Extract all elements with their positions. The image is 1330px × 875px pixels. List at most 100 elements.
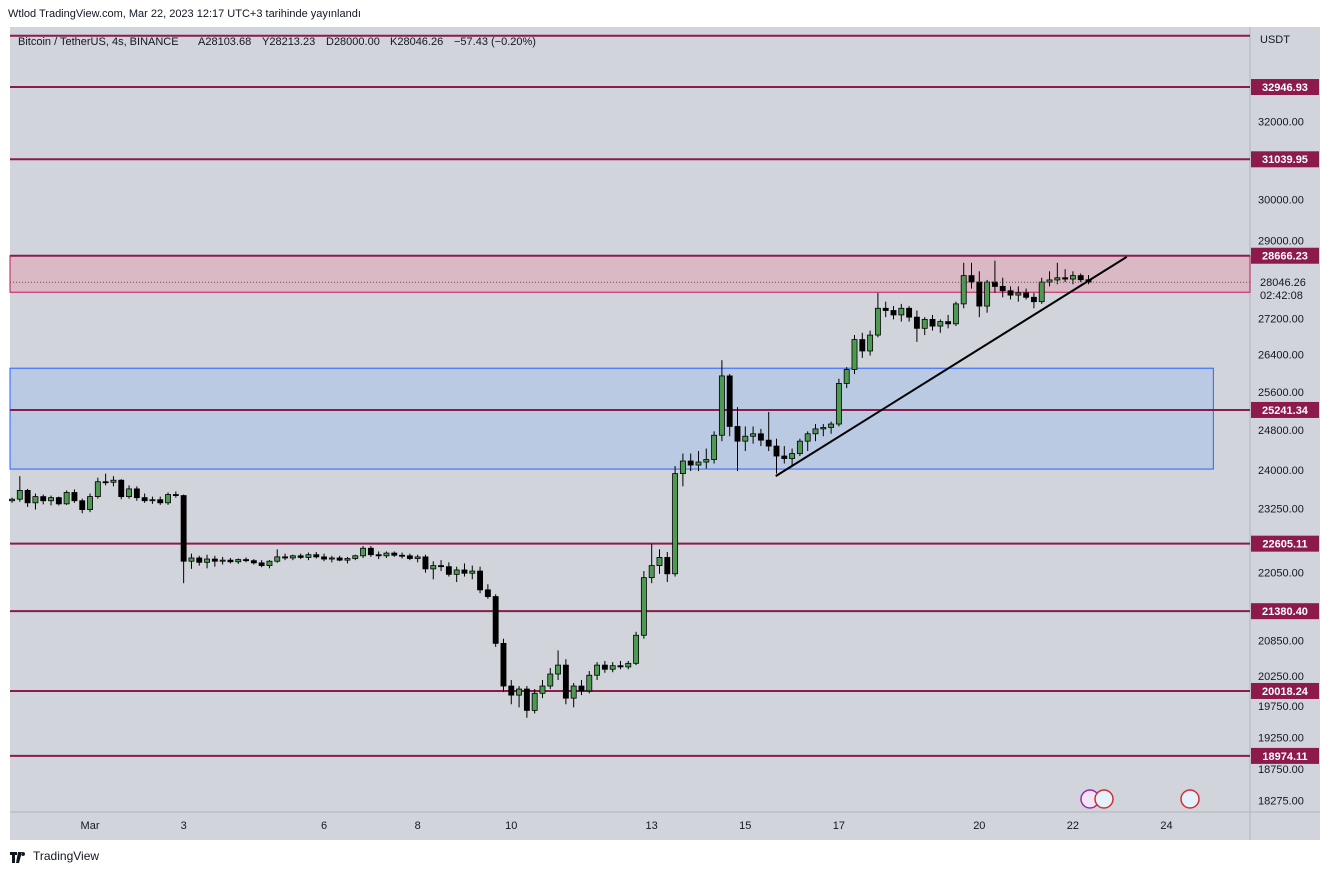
candle-body: [500, 642, 507, 687]
candle-body: [110, 479, 117, 483]
candle-body: [765, 439, 772, 447]
y-tick-label: 20250.00: [1258, 671, 1304, 683]
candle: [1077, 273, 1084, 283]
x-tick-label: 20: [973, 820, 985, 832]
brand: TradingView: [10, 849, 99, 863]
candle: [890, 306, 897, 320]
candle: [461, 563, 468, 577]
candle: [742, 426, 749, 452]
candle-body: [820, 427, 827, 430]
candle-body: [531, 692, 538, 711]
candle: [945, 314, 952, 329]
candle-body: [781, 455, 788, 459]
candle-body: [102, 481, 109, 484]
x-tick-label: 8: [415, 820, 421, 832]
candle: [547, 668, 554, 690]
candle-body: [773, 445, 780, 457]
candle-body: [960, 275, 967, 305]
candle-body: [48, 497, 54, 502]
candle-body: [695, 461, 702, 466]
candle: [617, 660, 624, 670]
candle: [1062, 269, 1069, 283]
candle: [874, 292, 881, 338]
candle-body: [679, 460, 686, 475]
candle-body: [235, 559, 242, 563]
candle-body: [945, 321, 952, 325]
event-icon[interactable]: [1180, 789, 1200, 809]
candle: [196, 555, 203, 566]
event-icon[interactable]: [1094, 789, 1114, 809]
candle-body: [898, 307, 905, 316]
candle-body: [578, 685, 585, 692]
candle: [851, 335, 858, 375]
candle-body: [118, 479, 125, 498]
y-tick-label: 27200.00: [1258, 313, 1304, 325]
candle-body: [149, 499, 156, 502]
candle-body: [1015, 292, 1022, 296]
candle-body: [976, 281, 983, 307]
y-tick-label: 25600.00: [1258, 387, 1304, 399]
candle: [984, 279, 991, 313]
candle-body: [297, 555, 304, 558]
candle: [55, 496, 62, 506]
y-tick-label: 29000.00: [1258, 236, 1304, 248]
candle-body: [422, 556, 429, 570]
candle: [9, 497, 15, 503]
candle: [313, 552, 320, 559]
candle: [344, 556, 351, 564]
candle: [555, 650, 562, 681]
candle-body: [656, 557, 663, 566]
candle: [24, 488, 31, 507]
candle: [16, 476, 23, 502]
candle-body: [492, 596, 499, 644]
candle: [406, 553, 413, 561]
x-tick-label: 17: [833, 820, 845, 832]
candle: [126, 485, 132, 499]
candle: [913, 310, 920, 342]
candle-body: [274, 556, 281, 562]
level-label: 20018.24: [1262, 686, 1309, 698]
candle-body: [438, 565, 445, 568]
candle: [703, 448, 710, 469]
candle-body: [1023, 292, 1030, 298]
candle-body: [555, 664, 562, 675]
candle-body: [399, 554, 405, 557]
candle-body: [9, 498, 15, 502]
candle-body: [133, 488, 140, 499]
candle: [367, 546, 374, 557]
x-tick-label: 3: [181, 820, 187, 832]
y-tick-label: 24800.00: [1258, 425, 1304, 437]
candle: [360, 546, 366, 558]
candle: [266, 560, 273, 569]
candle: [656, 549, 663, 574]
candle: [1030, 292, 1037, 309]
candle-body: [367, 547, 374, 556]
candle-body: [219, 559, 226, 562]
candle-body: [352, 555, 359, 559]
candle-body: [211, 558, 218, 562]
candle: [734, 407, 741, 472]
candle-body: [586, 674, 593, 692]
level-label-box: [1251, 747, 1319, 764]
candle: [672, 466, 679, 577]
candle-body: [63, 492, 70, 505]
trendline: [775, 255, 1128, 477]
ohlc-label: A28103.68: [198, 36, 251, 48]
candle-body: [1046, 279, 1053, 283]
candle: [773, 438, 780, 474]
candle: [211, 555, 218, 567]
level-label: 31039.95: [1262, 154, 1308, 166]
candle: [999, 277, 1006, 298]
candle-body: [196, 557, 203, 563]
candle: [539, 680, 546, 699]
candle-body: [1038, 281, 1045, 303]
candle-body: [601, 664, 608, 670]
candle-body: [547, 673, 554, 687]
candle: [500, 638, 507, 693]
candle-body: [687, 460, 694, 466]
candle: [594, 662, 601, 681]
y-tick-label: 19750.00: [1258, 701, 1304, 713]
level-label-box: [1251, 79, 1319, 96]
candle: [469, 565, 476, 580]
